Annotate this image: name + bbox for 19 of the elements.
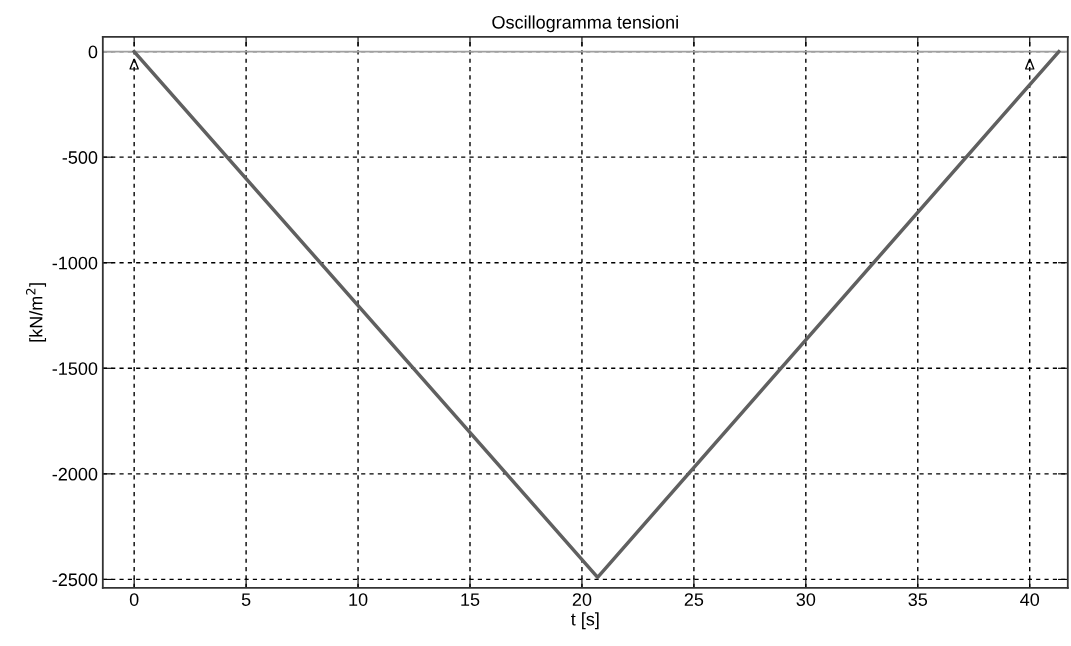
chart-title: Oscillogramma tensioni (492, 15, 678, 33)
x-tick-label: 20 (572, 593, 592, 606)
x-tick-label: 35 (908, 593, 928, 606)
y-tick-label: 0 (88, 45, 98, 59)
annotation: Δ (129, 59, 139, 70)
x-axis-title: t [s] (571, 612, 599, 630)
y-tick-label: -2500 (52, 573, 98, 587)
x-tick-label: 30 (796, 593, 816, 606)
y-axis-title: [kN/m$^{2}$] (26, 283, 47, 342)
x-tick-label: 0 (129, 593, 139, 606)
x-tick-label: 5 (241, 593, 251, 606)
x-tick-label: 10 (349, 593, 368, 606)
x-tick-label: 40 (1020, 593, 1040, 606)
x-tick-label: 15 (461, 593, 480, 606)
y-tick-label: -1500 (52, 362, 98, 376)
y-tick-label: -500 (62, 151, 98, 164)
x-tick-label: 25 (684, 593, 704, 606)
y-tick-label: -2000 (52, 467, 98, 481)
y-tick-label: -1000 (52, 256, 98, 270)
